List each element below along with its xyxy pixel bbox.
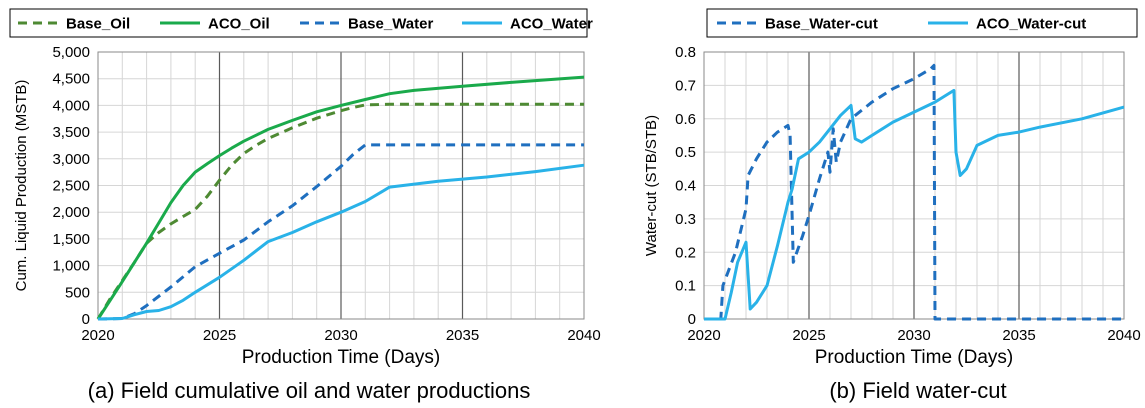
legend-label: Base_Water — [348, 16, 433, 33]
x-tick-label: 2020 — [81, 327, 114, 344]
y-tick-label: 0.8 — [675, 44, 696, 61]
y-axis-label: Cum. Liquid Production (MSTB) — [13, 80, 30, 292]
y-tick-label: 2,500 — [52, 178, 90, 195]
y-tick-label: 3,000 — [52, 151, 90, 168]
x-tick-label: 2020 — [687, 327, 720, 344]
x-tick-label: 2030 — [324, 327, 357, 344]
x-tick-label: 2035 — [446, 327, 479, 344]
y-tick-label: 5,000 — [52, 44, 90, 61]
x-tick-label: 2025 — [792, 327, 825, 344]
grid — [98, 51, 584, 320]
series-line-aco-water-cut — [704, 88, 1125, 321]
x-tick-label: 2035 — [1002, 327, 1035, 344]
plot-frame — [97, 51, 585, 320]
x-axis-label: Production Time (Days) — [242, 347, 441, 368]
chart-a-cumulative-production: 0 500 1,000 1,500 2,000 2,500 3,000 3,500 4,000 4… — [9, 8, 601, 403]
series-line-base-water-cut — [704, 63, 1124, 321]
grid — [704, 51, 1124, 320]
plot-frame — [703, 51, 1125, 320]
legend: Base_Oil ACO_Oil Base_Water ACO_Water — [9, 8, 593, 38]
legend-label: Base_Oil — [66, 16, 130, 33]
y-tick-label: 1,500 — [52, 231, 90, 248]
series-line-base-oil — [96, 102, 584, 320]
series-line-aco-water — [97, 163, 585, 321]
legend-label: ACO_Water — [510, 16, 593, 33]
y-tick-label: 0 — [82, 311, 90, 328]
y-tick-label: 0.6 — [675, 111, 696, 128]
x-tick-label: 2040 — [567, 327, 600, 344]
legend-label: ACO_Water-cut — [976, 16, 1086, 33]
y-tick-label: 3,500 — [52, 124, 90, 141]
y-tick-label: 4,000 — [52, 97, 90, 114]
y-tick-label: 0.4 — [675, 178, 696, 195]
x-axis-label: Production Time (Days) — [815, 347, 1014, 368]
series-line-aco-oil — [96, 75, 585, 320]
y-tick-label: 0.1 — [675, 278, 696, 295]
y-tick-label: 4,500 — [52, 71, 90, 88]
figure-caption: (a) Field cumulative oil and water produ… — [88, 378, 531, 403]
legend: Base_Water-cut ACO_Water-cut — [706, 8, 1138, 38]
chart-b-water-cut: 0 0.1 0.2 0.3 0.4 0.5 0.6 0.7 0.8 2020 2025 2030 203… — [643, 8, 1141, 403]
y-axis-label: Water-cut (STB/STB) — [643, 115, 660, 256]
series-line-base-water — [97, 143, 584, 321]
x-tick-label: 2030 — [897, 327, 930, 344]
y-tick-label: 2,000 — [52, 204, 90, 221]
x-tick-label: 2025 — [203, 327, 236, 344]
y-tick-label: 0.3 — [675, 211, 696, 228]
legend-label: Base_Water-cut — [765, 16, 878, 33]
x-tick-label: 2040 — [1107, 327, 1140, 344]
y-tick-label: 0.7 — [675, 77, 696, 94]
legend-box — [706, 8, 1138, 38]
y-tick-label: 1,000 — [52, 258, 90, 275]
y-tick-label: 500 — [65, 284, 90, 301]
y-tick-label: 0 — [688, 311, 696, 328]
figure-caption: (b) Field water-cut — [829, 378, 1006, 403]
y-tick-label: 0.5 — [675, 144, 696, 161]
y-tick-label: 0.2 — [675, 244, 696, 261]
legend-label: ACO_Oil — [208, 16, 270, 33]
